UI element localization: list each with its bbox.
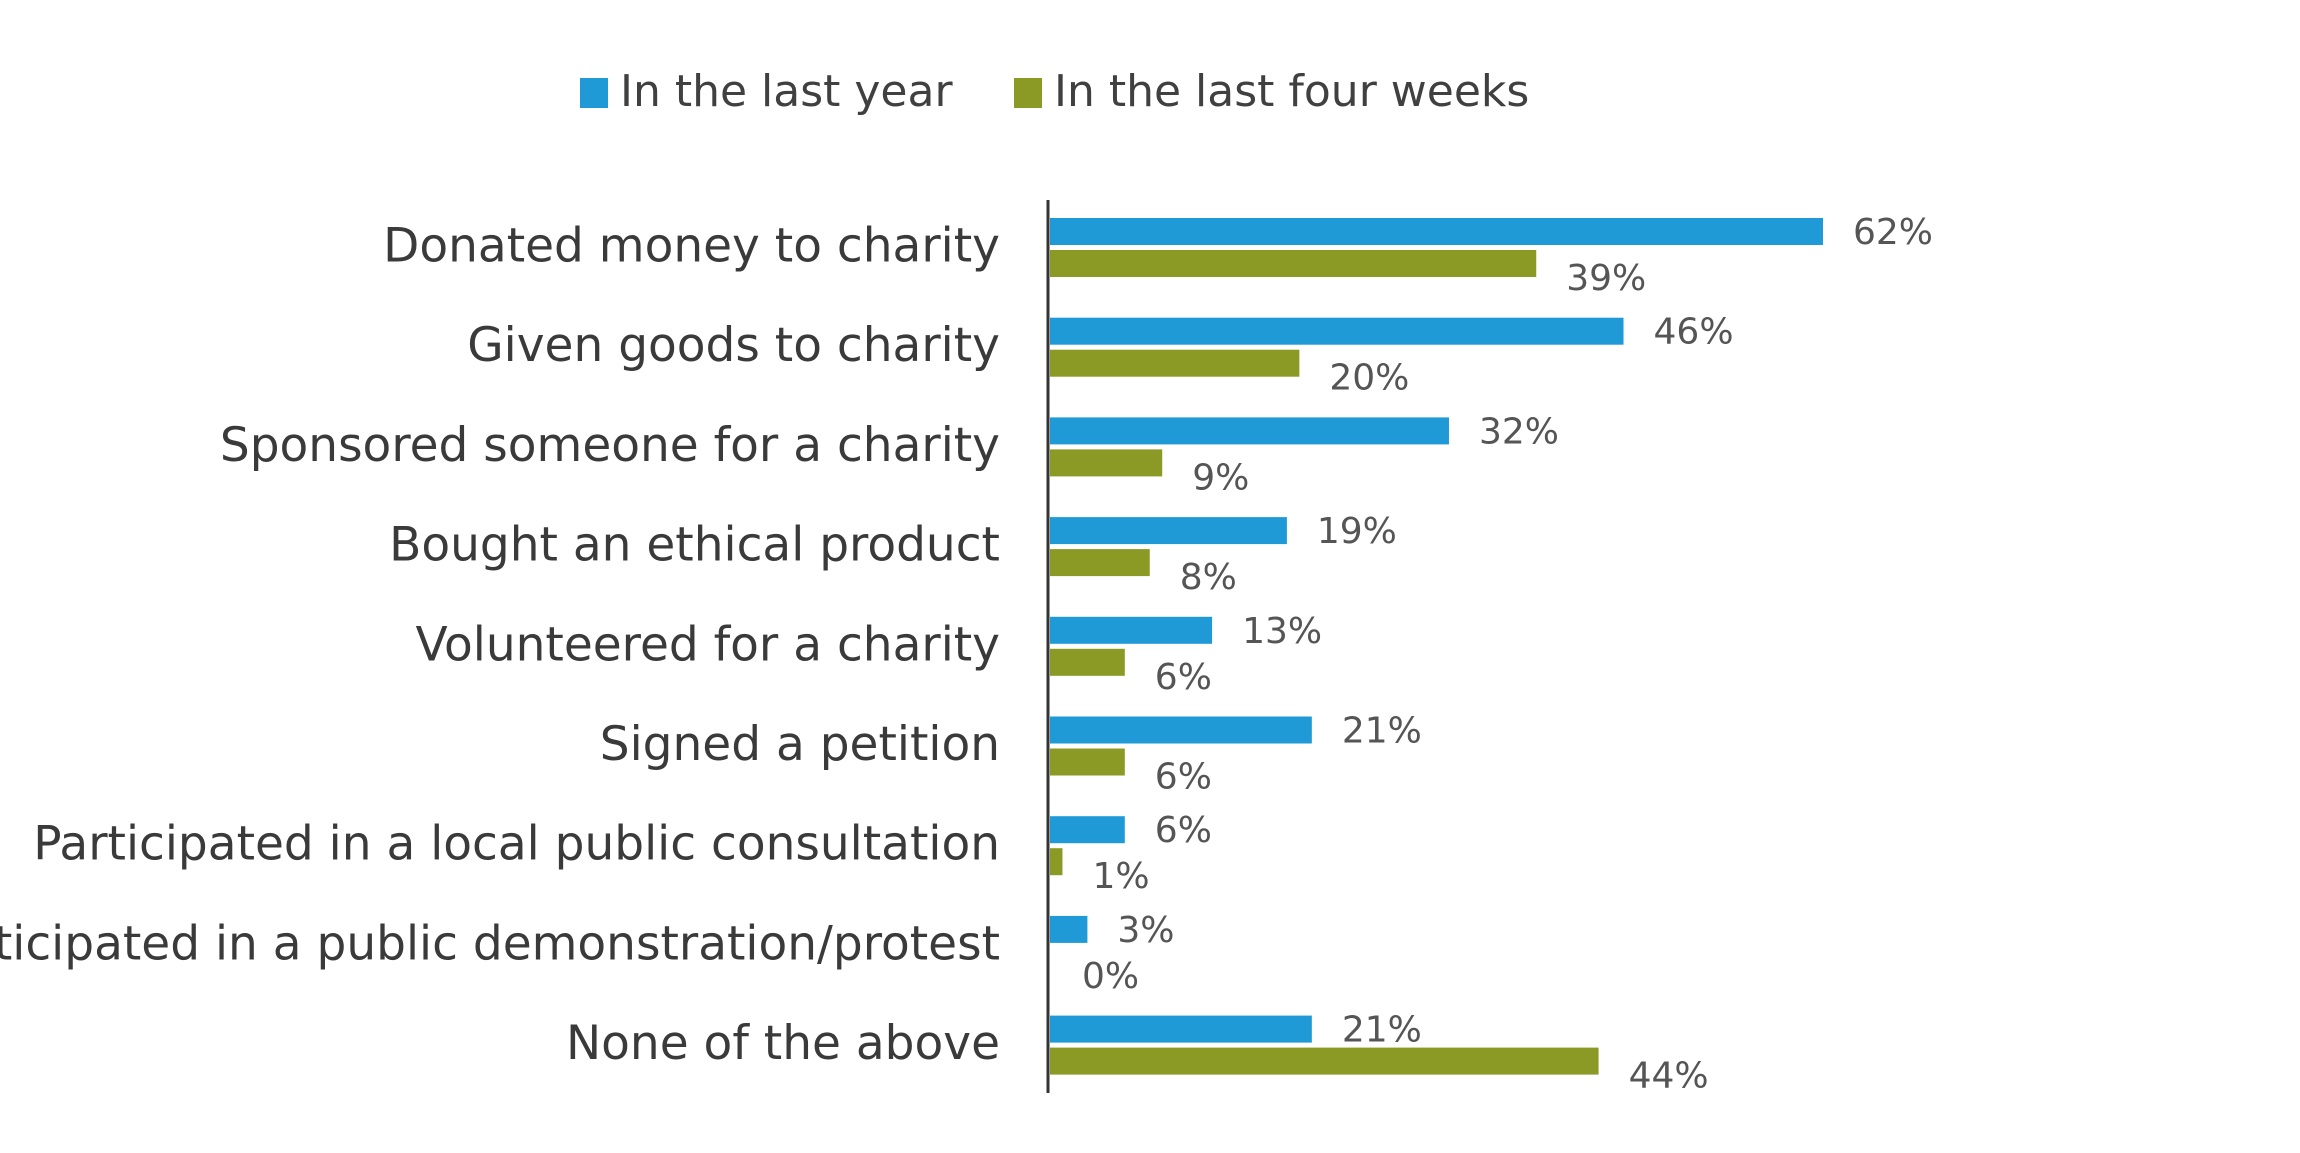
- value-label-last-year-given-goods-to-charity: 46%: [1654, 312, 1734, 353]
- value-label-last-year-signed-a-petition: 21%: [1342, 711, 1422, 752]
- bar-last-four-weeks-sponsored-someone-for-a-charity: [1050, 449, 1163, 477]
- bar-last-year-volunteered-for-a-charity: [1050, 616, 1213, 644]
- bar-last-year-sponsored-someone-for-a-charity: [1050, 417, 1449, 445]
- legend-swatch-last-four-weeks: [1014, 78, 1042, 108]
- category-label-bought-an-ethical-product: Bought an ethical product: [389, 518, 1000, 573]
- legend-label-last-four-weeks: In the last four weeks: [1054, 66, 1529, 117]
- bar-last-year-signed-a-petition: [1050, 716, 1312, 744]
- legend-label-last-year: In the last year: [620, 66, 953, 117]
- bar-last-four-weeks-signed-a-petition: [1050, 748, 1125, 776]
- category-label-none-of-the-above: None of the above: [566, 1016, 1000, 1071]
- category-label-sponsored-someone-for-a-charity: Sponsored someone for a charity: [220, 418, 1000, 473]
- value-label-last-four-weeks-sponsored-someone-for-a-charity: 9%: [1192, 457, 1249, 498]
- value-label-last-year-none-of-the-above: 21%: [1342, 1010, 1422, 1051]
- bars: [1050, 218, 1823, 1075]
- category-labels: Donated money to charity Given goods to c…: [0, 219, 1000, 1072]
- bar-last-year-bought-an-ethical-product: [1050, 517, 1287, 545]
- category-label-volunteered-for-a-charity: Volunteered for a charity: [416, 617, 1001, 672]
- value-label-last-four-weeks-signed-a-petition: 6%: [1155, 757, 1212, 798]
- value-label-last-year-sponsored-someone-for-a-charity: 32%: [1479, 411, 1559, 452]
- value-label-last-year-participated-in-a-local-public-consultation: 6%: [1155, 810, 1212, 851]
- value-label-last-four-weeks-none-of-the-above: 44%: [1629, 1056, 1709, 1097]
- value-label-last-year-donated-money-to-charity: 62%: [1853, 212, 1933, 253]
- category-label-signed-a-petition: Signed a petition: [600, 717, 1000, 772]
- value-label-last-four-weeks-given-goods-to-charity: 20%: [1329, 358, 1409, 399]
- value-label-last-year-bought-an-ethical-product: 19%: [1317, 511, 1397, 552]
- category-label-participated-in-a-public-demonstration-protest: Participated in a public demonstration/p…: [0, 916, 1000, 971]
- bar-last-year-donated-money-to-charity: [1050, 218, 1823, 245]
- value-label-last-four-weeks-volunteered-for-a-charity: 6%: [1155, 657, 1212, 698]
- value-label-last-year-volunteered-for-a-charity: 13%: [1242, 611, 1322, 652]
- category-label-given-goods-to-charity: Given goods to charity: [467, 318, 1000, 373]
- value-label-last-four-weeks-participated-in-a-public-demonstration-protest: 0%: [1082, 956, 1139, 997]
- bar-last-four-weeks-given-goods-to-charity: [1050, 349, 1300, 377]
- bar-last-four-weeks-volunteered-for-a-charity: [1050, 648, 1125, 676]
- bar-last-year-participated-in-a-local-public-consultation: [1050, 816, 1125, 844]
- bar-last-four-weeks-none-of-the-above: [1050, 1047, 1599, 1075]
- bar-last-year-given-goods-to-charity: [1050, 317, 1624, 345]
- bar-last-year-participated-in-a-public-demonstration-protest: [1050, 915, 1088, 943]
- value-label-last-year-participated-in-a-public-demonstration-protest: 3%: [1117, 910, 1174, 951]
- category-label-participated-in-a-local-public-consultation: Participated in a local public consultat…: [33, 817, 1000, 872]
- category-label-donated-money-to-charity: Donated money to charity: [383, 219, 1000, 274]
- value-labels: 62%39%46%20%32%9%19%8%13%6%21%6%6%1%3%0%…: [1082, 212, 1933, 1097]
- bar-last-four-weeks-donated-money-to-charity: [1050, 250, 1537, 277]
- legend: In the last year In the last four weeks: [580, 66, 1529, 117]
- bar-last-four-weeks-participated-in-a-local-public-consultation: [1050, 848, 1063, 876]
- legend-swatch-last-year: [580, 78, 608, 108]
- value-label-last-four-weeks-participated-in-a-local-public-consultation: 1%: [1092, 856, 1149, 897]
- bar-last-four-weeks-bought-an-ethical-product: [1050, 549, 1150, 577]
- value-label-last-four-weeks-bought-an-ethical-product: 8%: [1180, 557, 1237, 598]
- bar-last-year-none-of-the-above: [1050, 1015, 1312, 1043]
- value-label-last-four-weeks-donated-money-to-charity: 39%: [1566, 258, 1646, 299]
